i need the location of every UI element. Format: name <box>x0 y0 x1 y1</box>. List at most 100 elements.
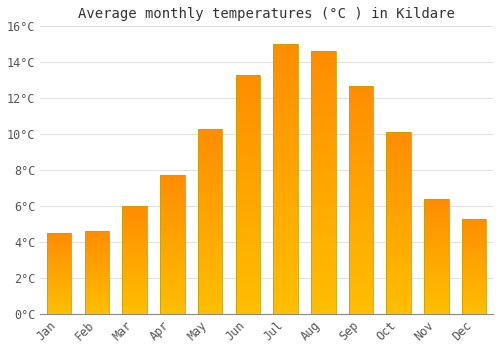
Bar <box>122 259 147 260</box>
Bar <box>424 310 448 312</box>
Bar <box>47 311 72 312</box>
Bar <box>122 304 147 305</box>
Bar <box>160 243 184 245</box>
Bar <box>386 259 411 261</box>
Bar <box>160 288 184 289</box>
Bar <box>47 297 72 298</box>
Bar <box>462 227 486 228</box>
Bar <box>311 219 336 222</box>
Bar <box>274 289 298 292</box>
Bar <box>386 232 411 234</box>
Bar <box>424 283 448 284</box>
Bar <box>348 140 374 143</box>
Bar <box>386 296 411 298</box>
Bar <box>386 234 411 236</box>
Bar <box>47 294 72 295</box>
Bar <box>160 285 184 286</box>
Bar <box>424 312 448 313</box>
Bar <box>348 298 374 300</box>
Bar <box>348 232 374 234</box>
Bar <box>311 67 336 70</box>
Bar <box>84 261 109 262</box>
Bar <box>236 280 260 283</box>
Bar <box>424 302 448 303</box>
Bar <box>198 144 222 145</box>
Bar <box>311 133 336 135</box>
Bar <box>84 279 109 280</box>
Bar <box>386 178 411 180</box>
Bar <box>198 253 222 255</box>
Bar <box>236 159 260 161</box>
Bar <box>122 279 147 280</box>
Bar <box>424 277 448 278</box>
Bar <box>160 206 184 207</box>
Bar <box>386 210 411 212</box>
Bar <box>84 300 109 301</box>
Bar <box>47 283 72 284</box>
Bar <box>122 211 147 212</box>
Bar <box>198 284 222 286</box>
Bar <box>386 134 411 136</box>
Bar <box>386 218 411 219</box>
Bar <box>311 232 336 235</box>
Bar <box>311 238 336 240</box>
Bar <box>160 254 184 256</box>
Bar <box>274 158 298 160</box>
Bar <box>160 259 184 260</box>
Bar <box>236 304 260 307</box>
Bar <box>462 270 486 271</box>
Bar <box>274 128 298 131</box>
Bar <box>311 295 336 298</box>
Bar <box>424 301 448 302</box>
Bar <box>47 266 72 267</box>
Bar <box>47 303 72 304</box>
Bar <box>122 226 147 228</box>
Bar <box>122 208 147 209</box>
Bar <box>274 219 298 222</box>
Bar <box>160 231 184 232</box>
Bar <box>462 244 486 245</box>
Bar <box>160 182 184 184</box>
Bar <box>424 284 448 285</box>
Bar <box>160 290 184 292</box>
Bar <box>160 227 184 228</box>
Bar <box>274 198 298 201</box>
Bar <box>236 173 260 175</box>
Bar <box>348 113 374 115</box>
Bar <box>198 132 222 134</box>
Bar <box>424 226 448 228</box>
Bar <box>274 58 298 61</box>
Bar <box>236 264 260 266</box>
Bar <box>424 228 448 229</box>
Bar <box>424 258 448 259</box>
Bar <box>386 276 411 278</box>
Bar <box>122 280 147 281</box>
Bar <box>348 138 374 140</box>
Bar <box>386 199 411 201</box>
Bar <box>311 280 336 282</box>
Bar <box>274 155 298 158</box>
Bar <box>424 308 448 309</box>
Bar <box>348 159 374 161</box>
Bar <box>424 271 448 272</box>
Bar <box>311 112 336 114</box>
Bar <box>198 227 222 229</box>
Bar <box>198 129 222 131</box>
Bar <box>122 239 147 240</box>
Bar <box>236 276 260 278</box>
Bar <box>122 287 147 288</box>
Bar <box>198 203 222 205</box>
Bar <box>198 304 222 307</box>
Bar <box>311 51 336 54</box>
Bar <box>462 291 486 292</box>
Bar <box>236 220 260 223</box>
Bar <box>386 145 411 147</box>
Bar <box>462 267 486 268</box>
Bar <box>348 175 374 177</box>
Bar <box>424 298 448 299</box>
Bar <box>160 175 184 177</box>
Bar <box>84 246 109 247</box>
Bar <box>47 233 72 314</box>
Bar <box>236 297 260 300</box>
Bar <box>274 96 298 98</box>
